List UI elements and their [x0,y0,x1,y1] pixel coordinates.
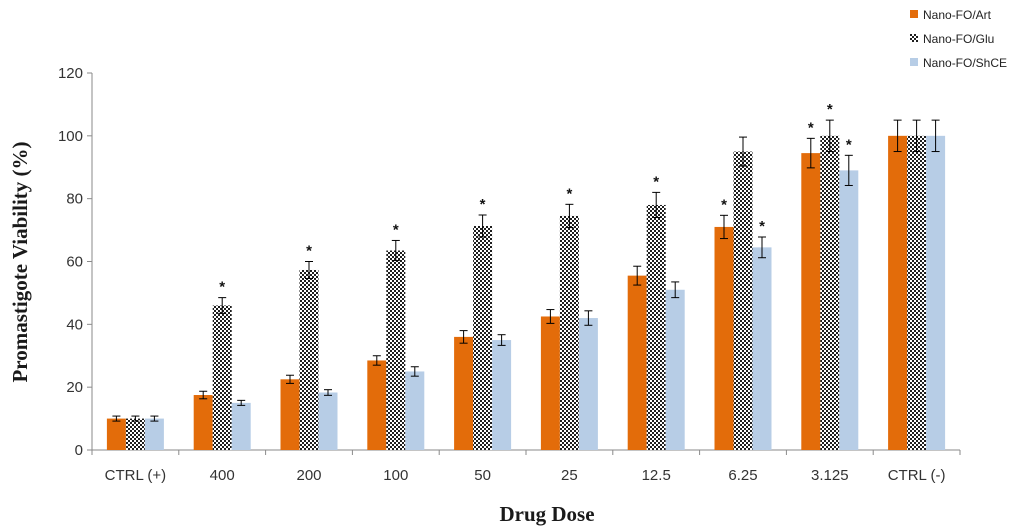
bar [926,135,946,451]
bars-group [106,119,946,451]
bar [280,379,300,450]
bar [106,418,126,450]
significance-marker: * [480,196,486,213]
x-tick-label: 12.5 [642,467,671,484]
bar [405,371,425,450]
bar [820,135,840,451]
significance-marker: * [846,136,852,153]
significance-marker: * [306,243,312,260]
x-tick-label: 6.25 [728,467,757,484]
significance-marker: * [653,173,659,190]
x-tick-label: 400 [210,467,235,484]
bar [907,135,927,451]
bar [665,289,685,450]
labels-group: 0 20 40 60 80 100 120 CTRL (+) 400 200 100 50 25 12.5… [58,65,946,484]
legend: Nano-FO/Art Nano-FO/Glu Nano-FO/ShCE [910,8,1007,70]
legend-swatch [910,34,918,42]
legend-label: Nano-FO/Glu [923,32,994,46]
bar [144,418,164,450]
y-tick-label: 60 [66,254,83,271]
legend-label: Nano-FO/ShCE [923,56,1007,70]
bar [473,225,493,450]
y-tick-label: 120 [58,65,83,82]
significance-marker: * [759,218,765,235]
bar [888,135,908,451]
legend-label: Nano-FO/Art [923,8,992,22]
legend-swatch [910,58,918,66]
bar [386,250,406,450]
bar [733,151,753,450]
y-axis-title: Promastigote Viability (%) [8,141,32,382]
bar [454,336,474,450]
x-tick-label: 25 [561,467,578,484]
significance-marker: * [827,101,833,118]
significance-marker: * [566,185,572,202]
bar [193,395,213,450]
x-tick-label: 200 [296,467,321,484]
bar [801,153,821,451]
bar [714,226,734,450]
bar [492,340,512,450]
bar [318,392,338,450]
y-tick-label: 40 [66,316,83,333]
x-tick-label: CTRL (-) [888,467,946,484]
x-tick-label: 3.125 [811,467,849,484]
y-tick-label: 20 [66,379,83,396]
significance-marker: * [808,119,814,136]
x-tick-label: 100 [383,467,408,484]
significance-marker: * [219,279,225,296]
bar [231,402,251,450]
bar [646,204,666,450]
bar [299,269,319,450]
y-tick-label: 100 [58,128,83,145]
bar [125,418,145,450]
bar [627,275,647,450]
bar [540,316,560,450]
significance-marker: * [721,196,727,213]
x-axis-title: Drug Dose [499,502,594,526]
x-tick-label: CTRL (+) [105,467,167,484]
bar [752,247,772,450]
bar [212,305,232,450]
bar [367,360,387,450]
bar [559,215,579,450]
x-tick-label: 50 [474,467,491,484]
y-tick-label: 80 [66,191,83,208]
bar [839,170,859,450]
legend-swatch [910,10,918,18]
bar [578,318,598,450]
y-tick-label: 0 [75,442,83,459]
significance-marker: * [393,221,399,238]
